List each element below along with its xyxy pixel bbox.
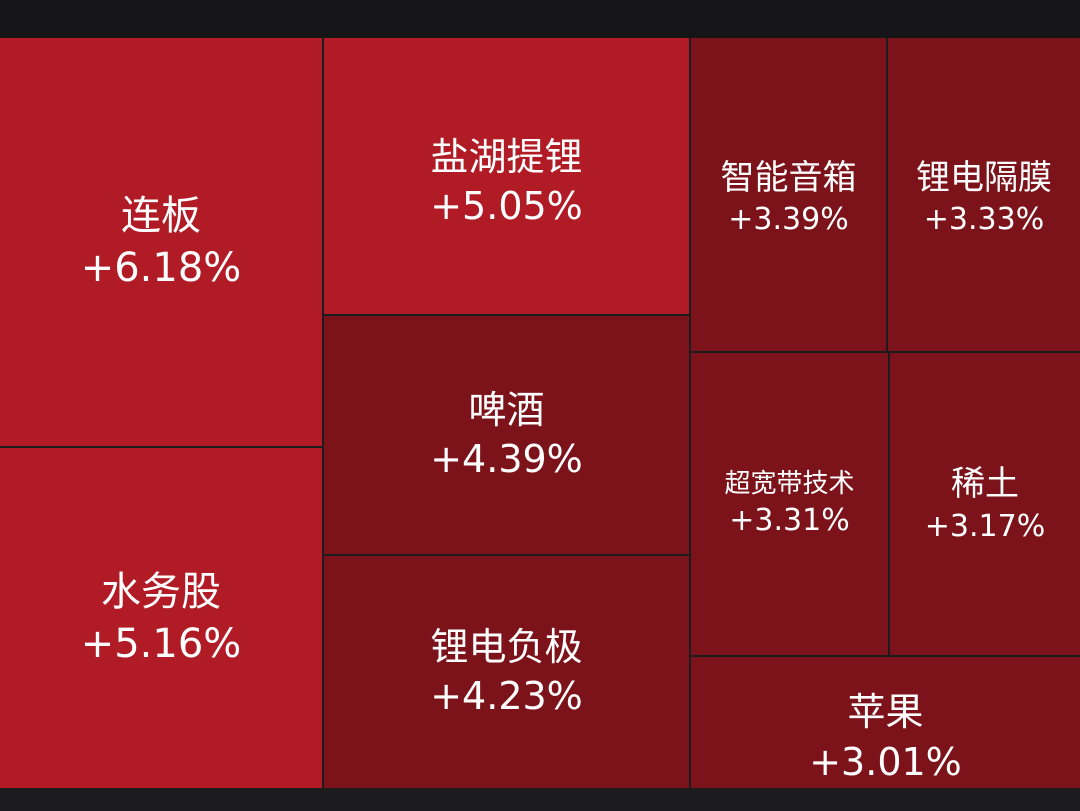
tile[interactable]: 苹果 +3.01% [691, 657, 1080, 788]
tile-change: +3.31% [729, 503, 850, 539]
tile[interactable]: 超宽带技术 +3.31% [691, 353, 888, 655]
tile-change: +3.17% [924, 508, 1046, 544]
tile[interactable]: 锂电隔膜 +3.33% [888, 38, 1080, 351]
top-bar [0, 0, 1080, 38]
tile[interactable]: 智能音箱 +3.39% [691, 38, 886, 351]
tile-name: 盐湖提锂 [430, 135, 583, 179]
tile-change: +3.33% [923, 202, 1045, 238]
tile-change: +5.05% [430, 184, 583, 229]
tile-change: +3.39% [728, 202, 849, 238]
tile-change: +3.01% [809, 739, 962, 784]
tile-change: +5.16% [80, 621, 242, 667]
tile[interactable]: 连板 +6.18% [0, 38, 322, 446]
tile-change: +6.18% [80, 245, 242, 291]
tile-name: 稀土 [951, 464, 1019, 505]
tile-name: 连板 [121, 193, 201, 239]
tile[interactable]: 盐湖提锂 +5.05% [324, 38, 689, 314]
tile-name: 锂电负极 [430, 624, 583, 669]
tile-change: +4.23% [430, 674, 583, 718]
tile[interactable]: 稀土 +3.17% [890, 353, 1080, 655]
tile-change: +4.39% [430, 437, 583, 481]
tile-name: 啤酒 [468, 387, 545, 432]
tile-name: 水务股 [101, 569, 221, 615]
tile-name: 锂电隔膜 [916, 158, 1052, 198]
tile[interactable]: 水务股 +5.16% [0, 448, 322, 788]
tile-name: 超宽带技术 [724, 468, 855, 499]
tile-name: 智能音箱 [720, 158, 857, 198]
tile-name: 苹果 [847, 690, 924, 735]
tile[interactable]: 啤酒 +4.39% [324, 316, 689, 554]
tile[interactable]: 锂电负极 +4.23% [324, 556, 689, 788]
